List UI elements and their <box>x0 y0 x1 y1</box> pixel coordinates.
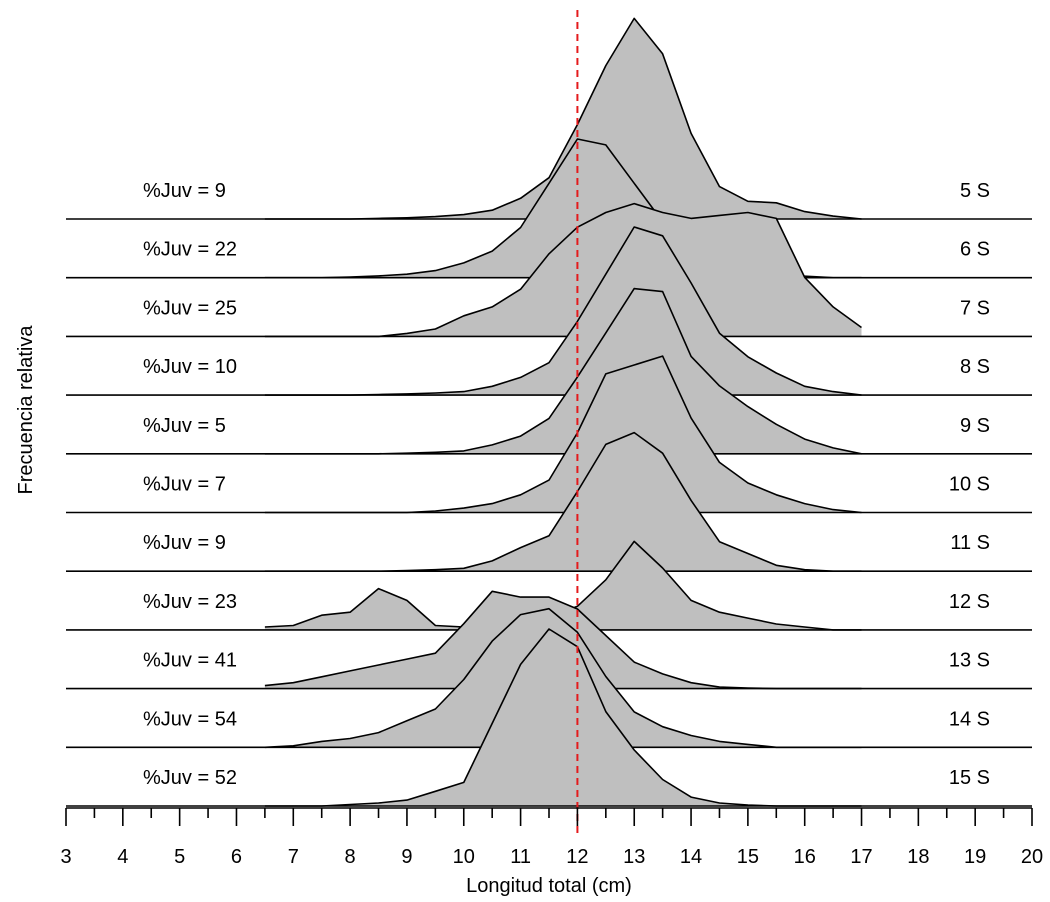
latitude-label: 10 S <box>949 474 990 496</box>
juv-percent-label: %Juv = 41 <box>143 650 237 672</box>
ridge-10-s <box>66 355 1032 514</box>
latitude-label: 12 S <box>949 591 990 613</box>
ridge-area <box>264 432 862 572</box>
juv-percent-label: %Juv = 10 <box>143 356 237 378</box>
juv-percent-label: %Juv = 5 <box>143 415 226 437</box>
x-tick-label: 13 <box>623 846 645 868</box>
juv-percent-label: %Juv = 7 <box>143 474 226 496</box>
ridge-area <box>264 541 862 630</box>
ridge-outline <box>264 607 862 749</box>
juv-percent-label: %Juv = 52 <box>143 767 237 789</box>
juv-percent-label: %Juv = 9 <box>143 532 226 554</box>
latitude-label: 8 S <box>960 356 990 378</box>
ridge-8-s <box>66 226 1032 396</box>
ridge-area <box>264 203 862 337</box>
ridge-9-s <box>66 287 1032 455</box>
y-axis-label: Frecuencia relativa <box>15 325 37 495</box>
x-tick-label: 18 <box>907 846 929 868</box>
x-tick-label: 15 <box>737 846 759 868</box>
x-tick-label: 6 <box>231 846 242 868</box>
latitude-label: 9 S <box>960 415 990 437</box>
x-tick-label: 9 <box>401 846 412 868</box>
x-tick-label: 8 <box>345 846 356 868</box>
ridge-area <box>264 356 862 513</box>
x-tick-label: 16 <box>794 846 816 868</box>
juv-percent-label: %Juv = 9 <box>143 180 226 202</box>
x-tick-label: 12 <box>566 846 588 868</box>
x-tick-label: 20 <box>1021 846 1043 868</box>
ridge-area <box>264 139 862 278</box>
x-axis-label: Longitud total (cm) <box>466 875 632 897</box>
x-tick-label: 3 <box>60 846 71 868</box>
x-tick-label: 10 <box>453 846 475 868</box>
ridge-11-s <box>66 431 1032 573</box>
latitude-label: 15 S <box>949 767 990 789</box>
x-tick-label: 17 <box>850 846 872 868</box>
x-tick-label: 7 <box>288 846 299 868</box>
juv-percent-label: %Juv = 54 <box>143 708 237 730</box>
latitude-label: 14 S <box>949 708 990 730</box>
x-tick-label: 19 <box>964 846 986 868</box>
latitude-label: 5 S <box>960 180 990 202</box>
latitude-label: 11 S <box>950 532 990 554</box>
ridge-area <box>264 227 862 396</box>
x-tick-label: 11 <box>510 846 531 868</box>
x-tick-label: 4 <box>117 846 128 868</box>
ridge-15-s <box>66 628 1032 807</box>
latitude-label: 7 S <box>960 297 990 319</box>
ridge-area <box>264 629 862 806</box>
series-labels: %Juv = 9 5 S %Juv = 22 6 S %Juv = 25 7 S %Juv … <box>143 180 990 789</box>
x-tick-label: 14 <box>680 846 702 868</box>
ridge-7-s <box>66 202 1032 338</box>
x-tick-label: 5 <box>174 846 185 868</box>
ridge-series-group <box>66 17 1032 807</box>
juv-percent-label: %Juv = 22 <box>143 239 237 261</box>
juv-percent-label: %Juv = 23 <box>143 591 237 613</box>
latitude-label: 6 S <box>960 239 990 261</box>
ridge-area <box>264 288 862 454</box>
juv-percent-label: %Juv = 25 <box>143 297 237 319</box>
x-axis: 3 4 5 6 7 8 9 10 11 12 13 14 15 16 17 18 19 20 <box>60 807 1043 868</box>
latitude-label: 13 S <box>949 650 990 672</box>
